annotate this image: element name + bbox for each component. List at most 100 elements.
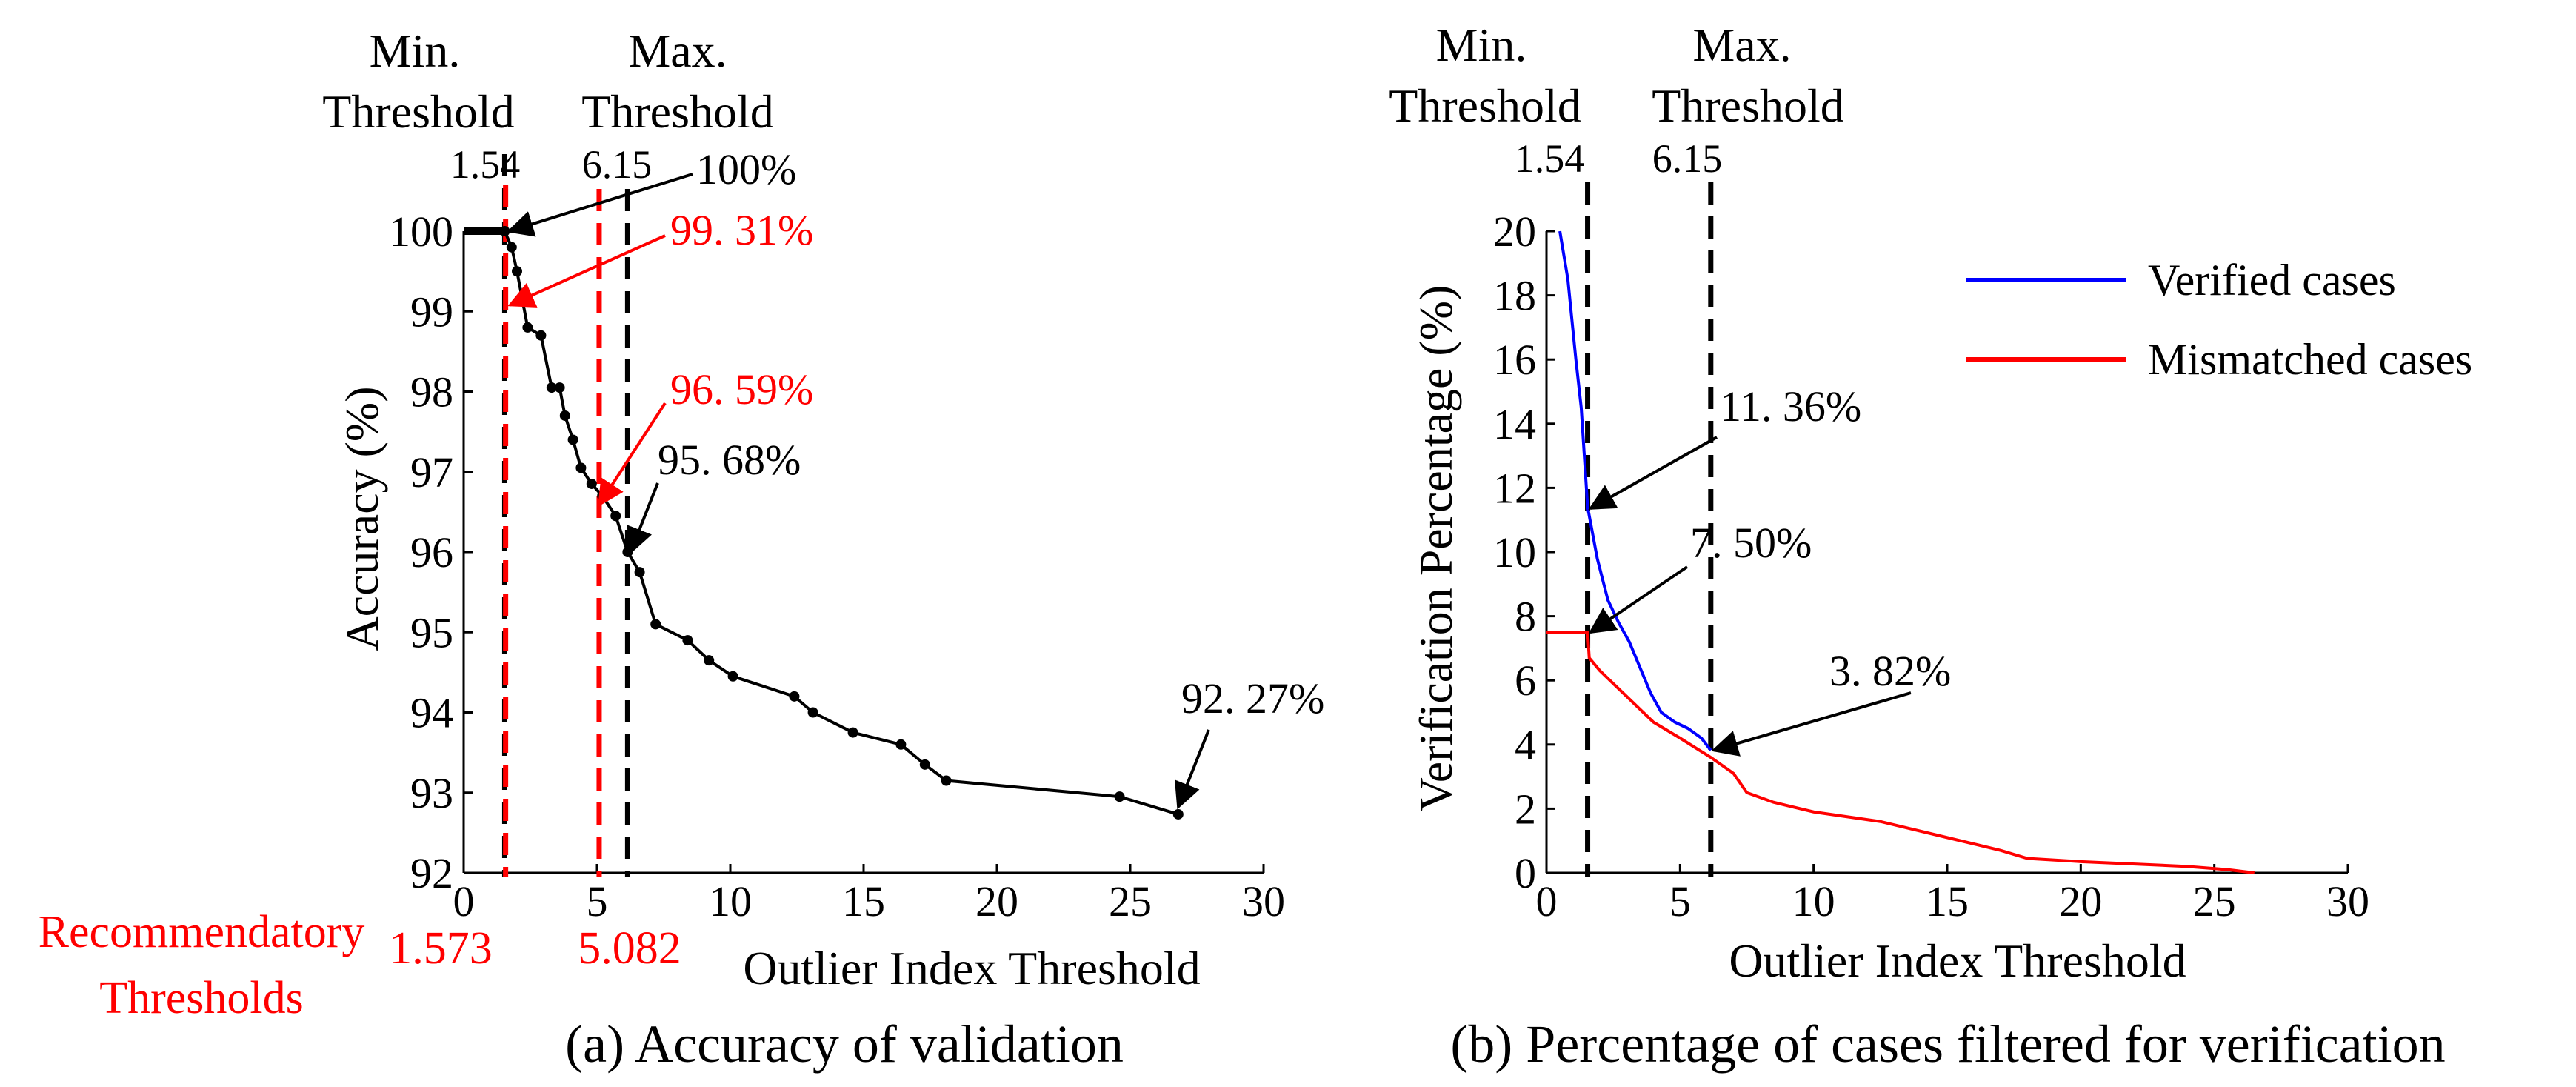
- min-threshold-caption-line1: Min.: [370, 24, 461, 77]
- min-threshold-caption-line2: Threshold: [322, 85, 515, 138]
- recommend-label-line1: Recommendatory: [39, 907, 365, 957]
- data-point: [567, 434, 578, 445]
- y-tick-label: 92: [410, 849, 453, 897]
- y-tick-label: 20: [1493, 207, 1536, 256]
- annotation-arrow: [507, 173, 693, 237]
- y-tick-label: 6: [1515, 656, 1536, 705]
- data-point: [506, 242, 517, 253]
- max-threshold-caption-line1: Max.: [628, 24, 727, 77]
- data-point: [535, 330, 547, 341]
- x-tick-label: 20: [2059, 877, 2102, 925]
- y-tick-label: 0: [1515, 849, 1536, 897]
- data-point: [522, 322, 533, 333]
- legend: Verified cases Mismatched cases: [1966, 256, 2472, 384]
- x-tick-label: 15: [842, 877, 885, 925]
- b-max-threshold-caption-line1: Max.: [1692, 19, 1791, 71]
- data-point: [1172, 808, 1184, 820]
- accuracy-chart-title: (a) Accuracy of validation: [565, 1014, 1124, 1074]
- data-point: [586, 478, 597, 489]
- data-point: [727, 671, 738, 682]
- y-tick-label: 8: [1515, 593, 1536, 641]
- series-line-accuracy: [503, 230, 1179, 816]
- accuracy-x-axis-label: Outlier Index Threshold: [743, 942, 1200, 994]
- x-tick-label: 5: [1669, 877, 1691, 925]
- annotation-label: 7. 50%: [1690, 519, 1812, 567]
- b-max-threshold-value: 6.15: [1652, 136, 1723, 181]
- max-threshold-value: 6.15: [582, 142, 653, 187]
- y-tick-label: 10: [1493, 528, 1536, 576]
- accuracy-chart: 0 5 10 15 20 25 30 92 93 94 95 96 97 98 99 100 100% 99. 3…: [39, 24, 1325, 1074]
- data-point: [650, 619, 661, 630]
- y-tick-label: 2: [1515, 785, 1536, 833]
- series-line-verified-cases: [1558, 230, 1712, 751]
- recommend-label-line2: Thresholds: [99, 973, 304, 1023]
- y-tick-label: 93: [410, 769, 453, 817]
- x-tick-label: 0: [1536, 877, 1558, 925]
- legend-label-mismatched: Mismatched cases: [2148, 335, 2472, 384]
- x-tick-label: 15: [1926, 877, 1969, 925]
- annotation-label: 96. 59%: [670, 365, 813, 413]
- data-point: [546, 382, 557, 393]
- y-tick-label: 97: [410, 448, 453, 496]
- accuracy-y-axis-label: Accuracy (%): [336, 386, 388, 651]
- verification-y-axis-label: Verification Percentage (%): [1409, 285, 1462, 812]
- data-point: [512, 266, 522, 277]
- y-tick-label: 14: [1493, 400, 1536, 448]
- y-tick-label: 12: [1493, 464, 1536, 512]
- min-threshold-value: 1.54: [450, 142, 521, 187]
- recommend-high-value: 5.082: [578, 923, 681, 974]
- data-point: [919, 759, 930, 770]
- y-tick-label: 98: [410, 368, 453, 416]
- y-tick-label: 4: [1515, 721, 1536, 769]
- verification-x-axis-label: Outlier Index Threshold: [1729, 934, 2186, 987]
- x-tick-label: 0: [453, 877, 475, 925]
- y-tick-label: 94: [410, 689, 453, 737]
- data-point: [634, 567, 645, 578]
- data-point: [682, 635, 693, 646]
- y-tick-label: 99: [410, 287, 453, 336]
- data-point: [559, 410, 570, 421]
- data-point: [895, 739, 907, 750]
- x-tick-label: 5: [587, 877, 608, 925]
- annotation-arrow: [1175, 729, 1210, 810]
- x-tick-label: 25: [1109, 877, 1152, 925]
- annotation-label: 95. 68%: [658, 436, 801, 484]
- annotation-label: 92. 27%: [1181, 674, 1324, 722]
- annotation-arrow: [1711, 691, 1912, 757]
- x-tick-label: 10: [1792, 877, 1835, 925]
- x-tick-label: 25: [2193, 877, 2236, 925]
- annotation-label: 3. 82%: [1829, 647, 1951, 695]
- y-tick-label: 95: [410, 608, 453, 656]
- data-point: [1114, 791, 1125, 802]
- y-tick-label: 96: [410, 528, 453, 576]
- data-point: [807, 707, 818, 718]
- data-point: [941, 775, 952, 786]
- data-point: [575, 462, 587, 473]
- annotation-label: 11. 36%: [1720, 382, 1861, 431]
- data-point: [554, 382, 565, 393]
- b-min-threshold-caption-line1: Min.: [1436, 19, 1527, 71]
- annotation-arrow: [597, 402, 667, 508]
- annotation-arrow: [627, 482, 659, 555]
- b-min-threshold-value: 1.54: [1515, 136, 1585, 181]
- verification-chart-title: (b) Percentage of cases filtered for ver…: [1450, 1014, 2445, 1074]
- annotation-arrow: [1588, 436, 1718, 510]
- recommend-low-value: 1.573: [389, 923, 493, 974]
- accuracy-plot-area: 0 5 10 15 20 25 30 92 93 94 95 96 97 98 99 100 100% 99. 3…: [389, 145, 1324, 925]
- y-tick-label: 18: [1493, 272, 1536, 320]
- b-max-threshold-caption-line2: Threshold: [1652, 79, 1844, 132]
- annotation-arrow: [1588, 565, 1689, 634]
- x-tick-label: 30: [1242, 877, 1285, 925]
- annotation-arrow: [507, 234, 666, 308]
- data-point: [847, 727, 858, 738]
- series-line-mismatched-cases: [1546, 631, 2255, 874]
- legend-label-verified: Verified cases: [2148, 256, 2396, 305]
- data-point: [789, 691, 800, 702]
- b-min-threshold-caption-line2: Threshold: [1389, 79, 1581, 132]
- x-tick-label: 30: [2326, 877, 2369, 925]
- y-tick-label: 16: [1493, 336, 1536, 384]
- annotation-label: 100%: [696, 145, 796, 193]
- x-tick-label: 20: [975, 877, 1018, 925]
